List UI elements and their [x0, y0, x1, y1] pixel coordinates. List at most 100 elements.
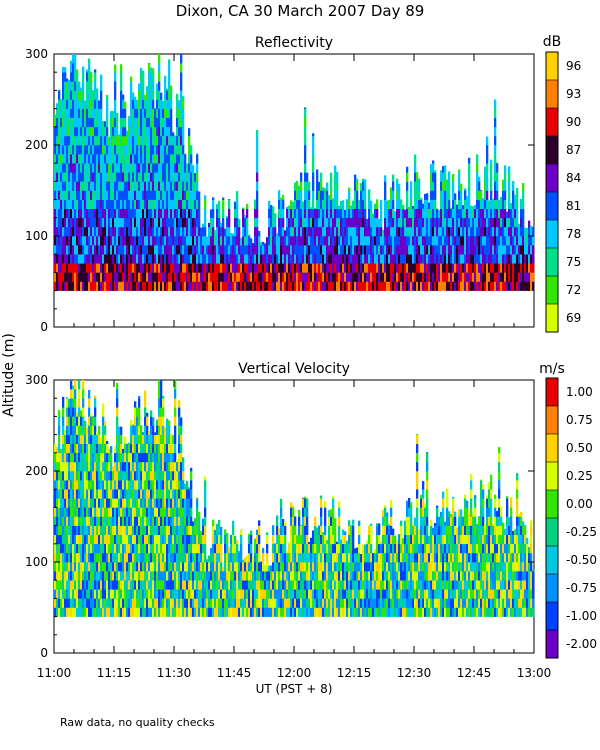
data-cell: [80, 135, 83, 146]
data-cell: [74, 163, 77, 173]
data-cell: [254, 254, 257, 264]
data-cell: [132, 92, 135, 100]
data-cell: [140, 226, 143, 237]
data-cell: [502, 281, 505, 291]
data-cell: [130, 589, 133, 599]
data-cell: [340, 263, 343, 273]
data-cell: [96, 163, 99, 173]
data-cell: [146, 598, 149, 608]
data-cell: [312, 133, 315, 137]
data-cell: [186, 190, 189, 200]
data-cell: [162, 507, 165, 517]
data-cell: [130, 76, 133, 82]
data-cell: [242, 236, 245, 246]
data-cell: [152, 281, 155, 291]
data-cell: [126, 263, 129, 273]
data-cell: [136, 199, 139, 209]
data-cell: [56, 507, 59, 517]
data-cell: [288, 208, 291, 219]
data-cell: [56, 145, 59, 155]
data-cell: [170, 254, 173, 264]
data-cell: [314, 254, 317, 264]
data-cell: [160, 525, 163, 535]
data-cell: [116, 398, 119, 408]
data-cell: [404, 236, 407, 246]
data-cell: [142, 580, 145, 590]
data-cell: [512, 281, 515, 291]
data-cell: [384, 254, 387, 264]
data-cell: [88, 126, 91, 137]
data-cell: [88, 498, 91, 508]
data-cell: [170, 226, 173, 237]
data-cell: [324, 263, 327, 273]
data-cell: [468, 190, 471, 200]
data-cell: [138, 163, 141, 173]
data-cell: [188, 226, 191, 237]
data-cell: [170, 217, 173, 228]
data-cell: [66, 471, 69, 481]
data-cell: [376, 263, 379, 273]
data-cell: [434, 236, 437, 246]
data-cell: [184, 516, 187, 526]
data-cell: [406, 190, 409, 200]
data-cell: [86, 281, 89, 291]
data-cell: [54, 452, 57, 463]
data-cell: [150, 72, 153, 82]
data-cell: [346, 281, 349, 291]
data-cell: [354, 254, 357, 264]
data-cell: [66, 589, 69, 599]
data-cell: [186, 571, 189, 581]
data-cell: [170, 90, 173, 100]
data-cell: [518, 236, 521, 246]
data-cell: [164, 443, 167, 454]
data-cell: [254, 208, 257, 219]
data-cell: [490, 199, 493, 209]
data-cell: [168, 281, 171, 291]
data-cell: [152, 254, 155, 264]
data-cell: [176, 272, 179, 282]
data-cell: [116, 525, 119, 535]
data-cell: [502, 199, 505, 209]
data-cell: [420, 263, 423, 273]
data-cell: [296, 199, 299, 209]
data-cell: [174, 190, 177, 200]
data-cell: [146, 589, 149, 599]
data-cell: [170, 199, 173, 209]
data-cell: [70, 60, 73, 64]
data-cell: [178, 181, 181, 191]
data-cell: [256, 172, 259, 182]
data-cell: [146, 181, 149, 191]
data-cell: [88, 199, 91, 209]
data-cell: [430, 236, 433, 246]
data-cell: [166, 117, 169, 128]
data-cell: [132, 489, 135, 499]
data-cell: [168, 498, 171, 508]
data-cell: [130, 480, 133, 490]
data-cell: [138, 190, 141, 200]
data-cell: [366, 218, 369, 228]
data-cell: [174, 598, 177, 608]
data-cell: [96, 190, 99, 200]
data-cell: [338, 263, 341, 273]
data-cell: [150, 410, 153, 417]
data-cell: [76, 471, 79, 481]
data-cell: [476, 245, 479, 255]
data-cell: [516, 217, 519, 228]
colorbar-frame: [545, 51, 559, 333]
data-cell: [164, 154, 167, 164]
data-cell: [226, 245, 229, 255]
data-cell: [356, 181, 359, 191]
data-cell: [450, 281, 453, 291]
data-cell: [122, 543, 125, 554]
data-cell: [316, 236, 319, 246]
data-cell: [80, 254, 83, 264]
data-cell: [72, 507, 75, 517]
data-cell: [262, 245, 265, 255]
data-cell: [280, 197, 283, 200]
data-cell: [168, 589, 171, 599]
data-cell: [118, 443, 121, 454]
data-cell: [166, 461, 169, 472]
data-cell: [182, 471, 185, 481]
data-cell: [192, 172, 195, 182]
